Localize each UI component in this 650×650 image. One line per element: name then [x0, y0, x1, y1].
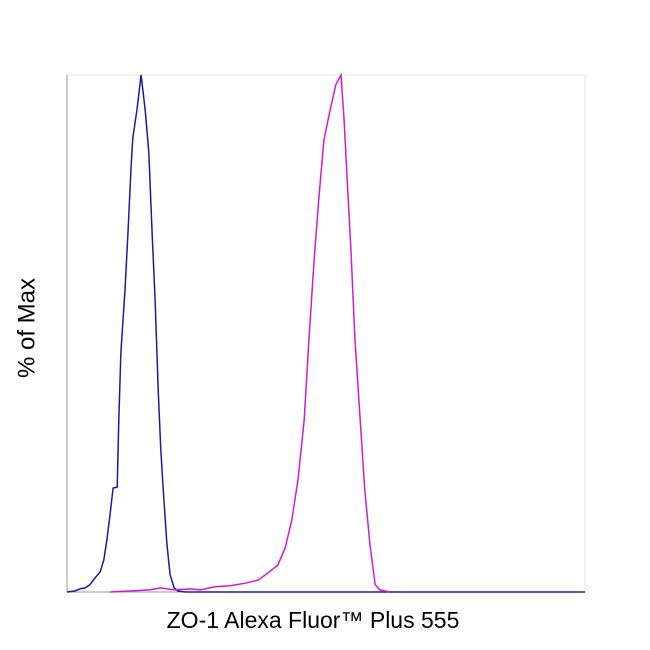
- histogram-line: [109, 72, 391, 593]
- x-axis-label: ZO-1 Alexa Fluor™ Plus 555: [167, 607, 460, 633]
- plot-frame: [66, 74, 586, 593]
- histogram-line: [66, 74, 585, 593]
- y-axis-label: % of Max: [13, 278, 40, 378]
